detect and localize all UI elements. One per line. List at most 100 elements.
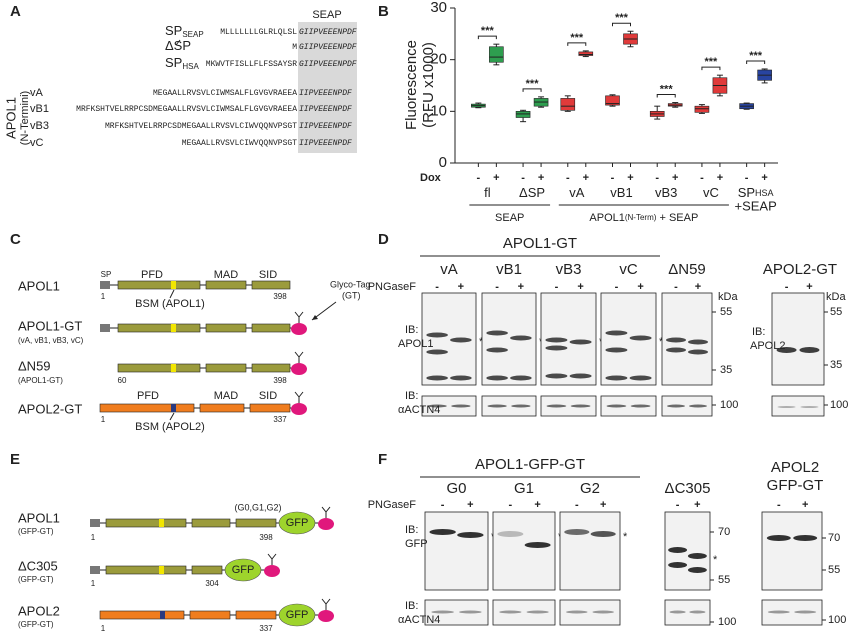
domain (235, 610, 277, 620)
sign: - (575, 499, 579, 511)
lane-label: vB1 (496, 261, 522, 278)
bsm (159, 566, 164, 574)
label: 337 (259, 624, 273, 633)
band (486, 330, 508, 336)
label: PFD (141, 269, 163, 281)
dox-sign: + (627, 172, 633, 184)
band (689, 404, 707, 408)
signal-seq: MEGAALLRVSVLCIWVQQNVPSGT (182, 139, 297, 148)
mature-seq: GIIPVEEENPDF (299, 43, 357, 52)
label: 1 (91, 533, 96, 542)
panel-label: F (378, 451, 387, 468)
glyco-tag (291, 403, 307, 415)
label: (GFP-GT) (18, 575, 54, 584)
star: * (479, 336, 484, 348)
band (605, 375, 628, 381)
lane-label: vA (440, 261, 458, 278)
band (669, 610, 686, 614)
band (546, 404, 567, 408)
lane-label: vC (619, 261, 638, 278)
glycan (294, 311, 304, 323)
signal-seq: MKWVTFISLLFLFSSAYSR (206, 60, 297, 69)
band (510, 375, 532, 381)
blot (421, 395, 477, 417)
dox-sign: - (521, 172, 525, 184)
band (668, 547, 688, 553)
label: APOL1-GT (18, 318, 82, 333)
band (457, 532, 484, 538)
group-name: vB3 (655, 185, 677, 200)
band (569, 339, 592, 345)
sign: + (802, 499, 808, 511)
dox-sign: + (672, 172, 678, 184)
sig-bracket (746, 60, 766, 64)
blot (492, 511, 556, 591)
mw: 100 (720, 399, 738, 411)
mw: 55 (718, 574, 730, 586)
dox-sign: + (583, 172, 589, 184)
ib-label: IB: (752, 326, 765, 338)
dox-sign: + (761, 172, 767, 184)
sign: - (495, 281, 499, 293)
panel-label: E (10, 451, 20, 468)
band (592, 610, 614, 614)
domain (105, 518, 187, 528)
mature-seq: IIPVEEENPDF (299, 89, 352, 98)
sign: + (534, 499, 540, 511)
row-sub: SEAP (182, 30, 203, 39)
label: GFP (286, 609, 309, 621)
domain (199, 403, 245, 413)
mw: 70 (828, 532, 840, 544)
sign: - (555, 281, 559, 293)
mw: 100 (828, 614, 846, 626)
seap-header: SEAP (312, 9, 341, 21)
signal-seq: MLLLLLLLGLRLQLSL (220, 28, 297, 37)
sign: + (467, 499, 473, 511)
row-name: vA (30, 87, 44, 99)
label: GFP (232, 564, 255, 576)
star: * (659, 336, 664, 348)
sp-domain (100, 324, 110, 332)
band (767, 610, 790, 614)
dox-sign: - (566, 172, 570, 184)
panel-label: B (378, 3, 389, 20)
sign: + (518, 281, 524, 293)
band (687, 553, 707, 559)
domain (117, 323, 201, 333)
band (486, 375, 508, 381)
band (590, 531, 616, 537)
sig-label: *** (660, 83, 674, 95)
bsm (171, 364, 176, 372)
blot-panel: APOL1-GTPNGaseFvA-+*vB1-+*vB3-+*vC-+*ΔN5… (368, 235, 848, 417)
sig-bracket (477, 35, 497, 40)
band (510, 335, 532, 341)
dox-sign: - (655, 172, 659, 184)
label: (GFP-GT) (18, 620, 54, 629)
band (666, 347, 686, 353)
bracket-sub: (N-Term) (625, 213, 657, 222)
row-sub: HSA (182, 62, 199, 71)
glycan (321, 506, 331, 518)
signal-seq: M (292, 43, 297, 52)
domain (191, 518, 231, 528)
lane-label: ΔN59 (668, 261, 706, 278)
bracket-label: SEAP (495, 212, 524, 224)
dox-sign: - (477, 172, 481, 184)
domain (205, 280, 247, 290)
y-tick-label: 30 (430, 0, 447, 16)
sign: + (458, 281, 464, 293)
band (689, 610, 706, 614)
band (511, 404, 531, 408)
row-name: ΔSP (165, 38, 191, 53)
band (566, 610, 588, 614)
band (545, 373, 568, 379)
sig-bracket (656, 94, 676, 98)
domain (189, 610, 231, 620)
lane-label: ΔC305 (665, 480, 711, 497)
band (486, 347, 508, 353)
box (578, 51, 594, 56)
label: SID (259, 269, 277, 281)
domain (105, 565, 187, 575)
